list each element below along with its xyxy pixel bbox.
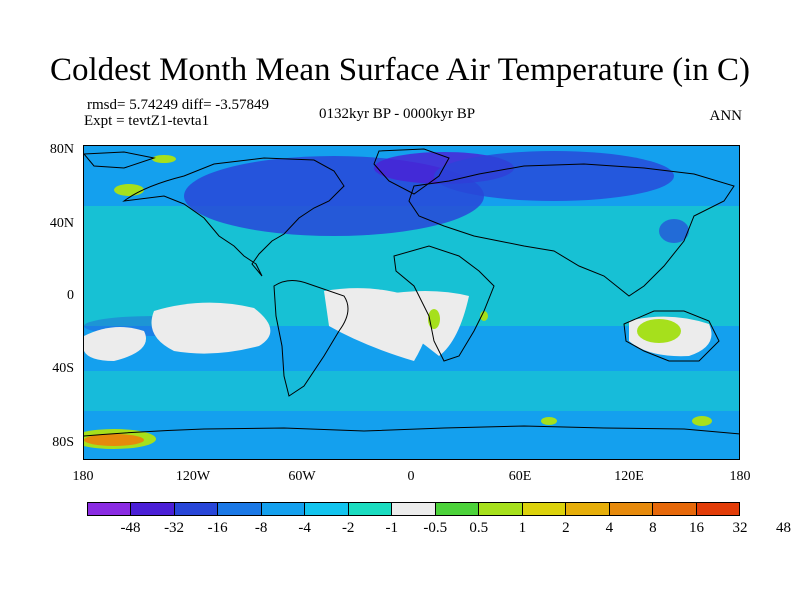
temperature-anomaly-map [83, 145, 740, 460]
colorbar-label: -16 [207, 520, 228, 536]
colorbar-segment [609, 503, 654, 515]
colorbar-segment [522, 503, 567, 515]
coastline-arctic-islands [84, 151, 156, 169]
coastline-antarctica [84, 425, 739, 437]
warm-spot-ross [692, 416, 712, 426]
colorbar-label: 2 [562, 520, 570, 536]
experiment-label: Expt = tevtZ1-tevta1 [84, 113, 210, 129]
colorbar-segment [392, 503, 436, 515]
lat-label-80s: 80S [52, 435, 74, 450]
coastlines [84, 148, 739, 437]
coastline-south-america [273, 280, 349, 397]
colorbar-segment [131, 503, 175, 515]
colorbar-label: 0.5 [469, 520, 489, 536]
colorbar-label: 32 [732, 520, 748, 536]
lat-label-40n: 40N [49, 216, 74, 231]
lon-label-60w: 60W [288, 469, 316, 484]
coastline-eurasia [408, 163, 735, 297]
lon-label-120w: 120W [175, 469, 211, 484]
colorbar-segment [218, 503, 262, 515]
warm-spot-alaska [114, 184, 144, 196]
neutral-region-east-pacific [151, 302, 271, 354]
hot-region-antarctica [84, 434, 144, 446]
lon-label-60e: 60E [508, 469, 532, 484]
lat-label-equator: 0 [67, 288, 74, 303]
coastline-north-america [122, 157, 345, 277]
colorbar-label: -2 [341, 520, 355, 536]
lon-label-0: 0 [407, 469, 415, 484]
colorbar-label: -4 [298, 520, 311, 536]
colorbar [87, 502, 740, 516]
coastline-greenland [373, 148, 450, 195]
colorbar-label: -48 [120, 520, 141, 536]
colorbar-segment [653, 503, 697, 515]
colorbar-label: -0.5 [423, 520, 448, 536]
colorbar-segment [566, 503, 610, 515]
lon-label-180-east: 180 [729, 469, 751, 484]
neutral-region-southwest [84, 327, 146, 361]
season-label: ANN [709, 108, 743, 124]
period-label: 0132kyr BP - 0000kyr BP [319, 106, 476, 122]
coastline-australia [623, 310, 720, 362]
lat-label-40s: 40S [52, 361, 74, 376]
colorbar-label: -1 [385, 520, 398, 536]
colorbar-label: 8 [649, 520, 657, 536]
colorbar-segment [174, 503, 219, 515]
map-title: Coldest Month Mean Surface Air Temperatu… [50, 52, 750, 88]
colorbar-label: -32 [164, 520, 185, 536]
colorbar-label: 1 [518, 520, 527, 536]
neutral-region-south-atlantic [374, 291, 469, 356]
colorbar-segment [348, 503, 393, 515]
warm-spot-east-antarctica [541, 417, 557, 425]
colorbar-segment [305, 503, 349, 515]
lon-label-180-west: 180 [72, 469, 94, 484]
southern-ocean-band [84, 371, 739, 411]
colorbar-segment [479, 503, 523, 515]
stats-text: rmsd= 5.74249 diff= -3.57849 [87, 97, 270, 113]
colorbar-label: -8 [254, 520, 268, 536]
colorbar-label: 16 [688, 520, 704, 536]
colorbar-segment [261, 503, 306, 515]
lon-label-120e: 120E [614, 469, 644, 484]
warm-spot-arctic [152, 155, 176, 163]
coastline-africa [393, 245, 495, 362]
lat-label-80n: 80N [49, 142, 74, 157]
colorbar-label: 4 [605, 520, 614, 536]
colorbar-label: 48 [776, 520, 792, 536]
map-svg [84, 146, 739, 459]
warm-spot-australia [637, 319, 681, 343]
colorbar-segment [435, 503, 480, 515]
warm-spot-east-africa [480, 311, 488, 321]
cold-region-siberia [434, 151, 674, 201]
cold-region-japan [659, 219, 689, 243]
colorbar-segment [696, 503, 740, 515]
colorbar-segment [88, 503, 132, 515]
